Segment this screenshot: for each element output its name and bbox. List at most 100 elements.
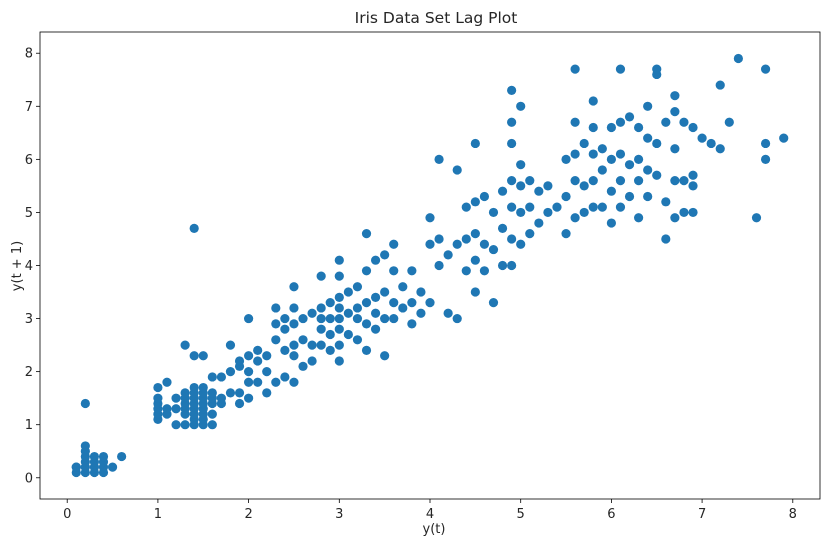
scatter-point [624,160,635,170]
scatter-point [334,255,344,265]
scatter-point [244,367,254,377]
scatter-point [325,329,335,340]
scatter-point [280,313,290,324]
scatter-point [225,367,236,377]
scatter-point [361,266,372,276]
scatter-point [634,175,644,186]
scatter-point [171,404,181,414]
scatter-point [461,234,471,244]
scatter-point [153,382,163,393]
scatter-point [171,420,181,430]
y-tick-label: 8 [25,47,33,62]
scatter-point [280,372,290,382]
scatter-point [334,324,344,334]
scatter-point [561,191,571,202]
scatter-point [334,356,344,366]
scatter-point [470,138,480,149]
scatter-point [670,91,680,101]
scatter-point [443,308,453,318]
scatter-point [153,393,163,403]
scatter-point [98,451,109,462]
scatter-point [289,351,299,361]
scatter-point [189,351,199,361]
scatter-point [688,170,698,180]
x-tick-label: 1 [154,507,162,522]
scatter-point [380,250,390,260]
scatter-point [615,202,626,212]
scatter-point [634,154,644,164]
scatter-point [643,133,653,143]
scatter-point [470,197,480,207]
scatter-point [198,382,208,393]
scatter-point [679,207,689,218]
scatter-point [352,282,363,292]
scatter-point [253,377,263,387]
scatter-point [751,213,762,223]
scatter-point [661,197,671,207]
scatter-point [307,308,317,318]
scatter-point [760,64,771,74]
scatter-point [334,292,344,302]
scatter-point [370,292,381,302]
x-tick-label: 3 [335,507,343,522]
scatter-point [516,207,526,218]
scatter-point [634,122,644,133]
y-tick-label: 1 [25,418,33,433]
scatter-point [280,345,290,356]
scatter-point [688,122,698,133]
scatter-point [171,393,181,403]
y-tick-label: 2 [25,365,33,380]
scatter-point [452,165,462,175]
scatter-point [207,409,217,419]
scatter-point [425,213,435,223]
scatter-point [570,64,580,74]
scatter-point [543,207,553,218]
scatter-point [706,138,716,149]
chart-title: Iris Data Set Lag Plot [355,9,518,27]
scatter-point [207,388,217,398]
scatter-point [507,234,517,244]
scatter-point [289,319,299,329]
scatter-point [262,367,272,377]
scatter-point [370,255,381,265]
scatter-point [597,144,607,154]
scatter-point [516,101,526,111]
scatter-point [307,356,317,366]
scatter-point [316,340,326,350]
scatter-point [588,202,598,212]
scatter-point [361,319,372,329]
scatter-point [434,154,444,164]
scatter-point [289,282,299,292]
scatter-point [253,345,263,356]
scatter-point [289,340,299,350]
scatter-point [652,138,662,149]
scatter-point [497,260,508,271]
scatter-point [479,266,490,276]
scatter-point [271,377,281,387]
scatter-point [334,303,344,313]
scatter-point [343,308,353,318]
scatter-point [470,287,480,297]
scatter-point [479,239,490,249]
scatter-point [479,191,490,202]
scatter-point [307,340,317,350]
scatter-point [679,117,689,127]
scatter-point [606,186,616,196]
y-axis-label: y(t + 1) [10,241,25,291]
scatter-point [407,298,417,308]
scatter-point [534,218,544,228]
scatter-point [516,181,526,191]
scatter-point [407,319,417,329]
x-tick-label: 8 [789,507,797,522]
scatter-point [325,313,335,324]
scatter-point [389,239,399,249]
scatter-point [434,234,444,244]
x-tick-label: 2 [244,507,252,522]
scatter-point [779,133,789,143]
scatter-point [225,340,236,350]
scatter-point [334,271,344,281]
x-tick-label: 7 [698,507,706,522]
scatter-point [316,324,326,334]
scatter-point [579,181,589,191]
scatter-point [570,175,580,186]
